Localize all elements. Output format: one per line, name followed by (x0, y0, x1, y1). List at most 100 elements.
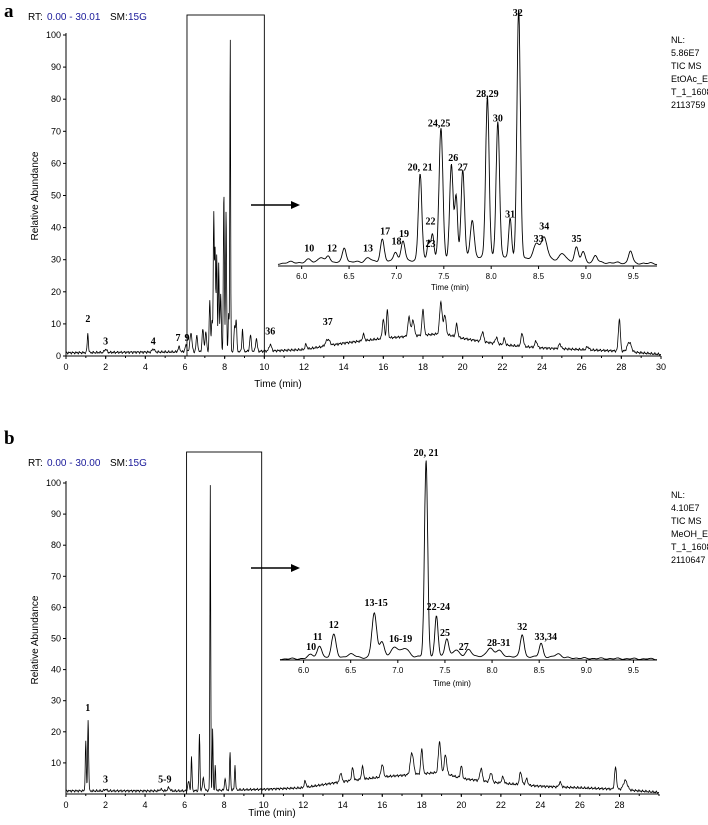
inset-peak-label: 16-19 (389, 634, 412, 645)
x-tick-label: 12 (299, 362, 309, 372)
x-tick-label: 22 (496, 800, 506, 810)
inset-x-tick-label: 6.5 (344, 272, 356, 281)
highlight-box (186, 451, 263, 795)
x-tick-label: 20 (458, 362, 468, 372)
chromatogram-trace (65, 39, 661, 356)
x-tick-label: 16 (377, 800, 387, 810)
x-tick-label: 14 (339, 362, 349, 372)
x-tick-label: 4 (143, 800, 148, 810)
inset-x-tick-label: 9.0 (580, 272, 592, 281)
inset-peak-label: 33 (534, 234, 544, 245)
inset-x-tick-label: 8.0 (486, 272, 498, 281)
inset-x-tick-label: 7.0 (391, 272, 403, 281)
inset-x-tick-label: 6.0 (298, 666, 310, 675)
inset-x-tick-label: 7.5 (439, 666, 451, 675)
sm-label-a: SM: (110, 12, 128, 23)
inset-x-axis-label-a: Time (min) (431, 283, 469, 292)
info-line: 5.86E7 (671, 48, 700, 58)
inset-peak-label: 10 (306, 642, 316, 653)
y-tick-label: 60 (51, 158, 61, 168)
inset-peak-label: 13-15 (364, 598, 387, 609)
inset-x-tick-label: 7.5 (438, 272, 450, 281)
x-tick-label: 30 (656, 362, 666, 372)
inset-x-tick-label: 9.0 (581, 666, 593, 675)
x-tick-label: 22 (497, 362, 507, 372)
rt-label-b: RT: (28, 458, 43, 469)
x-tick-label: 8 (222, 362, 227, 372)
y-tick-label: 60 (51, 602, 61, 612)
y-tick-label: 20 (51, 727, 61, 737)
y-tick-label: 50 (51, 191, 61, 201)
inset-x-tick-label: 8.5 (533, 272, 545, 281)
peak-label: 7 (176, 333, 181, 344)
panel-a: a RT: 0.00 - 30.01 SM: 15G NL: 5.86E7 TI… (4, 1, 708, 390)
inset-peak-label: 28-31 (487, 638, 510, 649)
panel-letter-a: a (4, 1, 14, 22)
x-tick-label: 24 (535, 800, 545, 810)
x-tick-label: 18 (418, 362, 428, 372)
info-line: T_1_16082 (671, 542, 708, 552)
chromatogram-trace (65, 485, 660, 794)
inset-peak-label: 17 (380, 227, 390, 238)
inset-peak-label: 11 (313, 632, 322, 643)
inset-peak-label: 25 (440, 628, 450, 639)
y-tick-label: 80 (51, 94, 61, 104)
sm-value-a: 15G (128, 12, 147, 23)
y-tick-label: 80 (51, 540, 61, 550)
zoom-arrowhead (291, 201, 300, 209)
y-tick-label: 20 (51, 287, 61, 297)
inset-peak-label: 20, 21 (414, 448, 439, 459)
x-tick-label: 12 (298, 800, 308, 810)
info-line: 4.10E7 (671, 503, 700, 513)
x-tick-label: 28 (616, 362, 626, 372)
inset-x-axis-label-b: Time (min) (433, 679, 471, 688)
panel-letter-b: b (4, 428, 15, 449)
inset-peak-label: 31 (505, 209, 515, 220)
x-tick-label: 18 (417, 800, 427, 810)
inset-peak-label: 22-24 (427, 602, 450, 613)
y-tick-label: 40 (51, 223, 61, 233)
x-tick-label: 10 (259, 800, 269, 810)
info-line: MeOH_EX (671, 529, 708, 539)
y-axis-label-b: Relative Abundance (30, 595, 41, 684)
inset-peak-label: 22 (426, 217, 436, 228)
inset-peak-label: 13 (363, 244, 373, 255)
inset-peak-label: 18 (391, 236, 401, 247)
x-tick-label: 26 (575, 800, 585, 810)
x-tick-label: 24 (537, 362, 547, 372)
inset-x-tick-label: 6.0 (296, 272, 308, 281)
inset-peak-label: 19 (399, 229, 409, 240)
inset-peak-label: 33,34 (535, 632, 558, 643)
inset-x-tick-label: 8.0 (487, 666, 499, 675)
info-line: TIC MS (671, 61, 702, 71)
x-tick-label: 6 (182, 362, 187, 372)
inset-peak-label: 27 (458, 163, 468, 174)
inset-peak-label: 32 (513, 8, 523, 19)
peak-label: 3 (103, 336, 108, 347)
x-tick-label: 4 (143, 362, 148, 372)
inset-peak-label: 32 (517, 622, 527, 633)
info-line: EtOAc_EX (671, 74, 708, 84)
y-tick-label: 90 (51, 62, 61, 72)
peak-label: 36 (265, 327, 275, 338)
inset-peak-label: 12 (327, 244, 337, 255)
y-tick-label: 90 (51, 509, 61, 519)
inset-x-tick-label: 9.5 (628, 666, 640, 675)
peak-label: 1 (85, 703, 90, 714)
y-tick-label: 0 (56, 351, 61, 361)
inset-x-tick-label: 7.0 (392, 666, 404, 675)
inset-peak-label: 27 (459, 642, 469, 653)
rt-range-b: 0.00 - 30.00 (47, 458, 101, 469)
x-tick-label: 16 (378, 362, 388, 372)
info-line: NL: (671, 490, 685, 500)
y-tick-label: 70 (51, 571, 61, 581)
info-line: TIC MS (671, 516, 702, 526)
inset-peak-label: 20, 21 (408, 163, 433, 174)
x-tick-label: 2 (103, 800, 108, 810)
rt-label-a: RT: (28, 12, 43, 23)
inset-peak-label: 26 (448, 153, 458, 164)
x-tick-label: 2 (103, 362, 108, 372)
y-tick-label: 70 (51, 126, 61, 136)
x-tick-label: 8 (222, 800, 227, 810)
